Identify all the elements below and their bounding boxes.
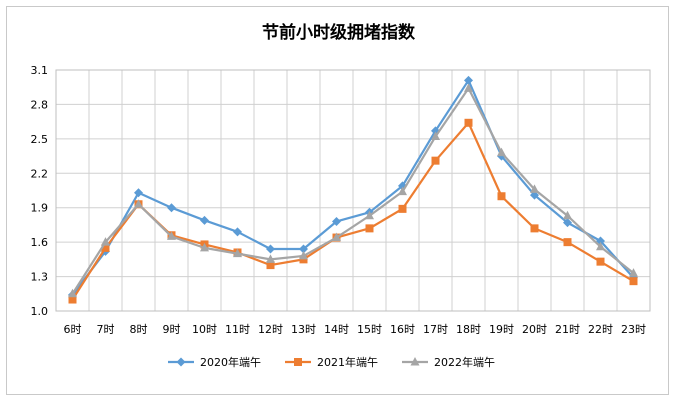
x-axis-ticks: 6时 7时 8时 9时 10时 11时 12时 13时 14时 15时 16时 17时 18时 19时 20… — [64, 323, 647, 336]
x-tick-label: 16时 — [390, 323, 415, 336]
chart-frame — [6, 6, 669, 395]
x-tick-label: 12时 — [258, 323, 283, 336]
y-tick-label: 3.1 — [31, 64, 49, 77]
plot-area-border — [55, 69, 651, 312]
legend-swatch-point — [176, 357, 186, 367]
legend-swatch-point — [410, 357, 420, 366]
series-3-line — [71, 87, 635, 295]
series-1-point — [233, 227, 242, 237]
series-2-point — [365, 224, 374, 233]
x-tick-label: 6时 — [64, 323, 82, 336]
series-2-point — [596, 257, 605, 266]
x-tick-label: 11时 — [225, 323, 250, 336]
series-2-point — [464, 118, 473, 127]
y-tick-label: 1.3 — [31, 271, 49, 284]
y-tick-label: 1.6 — [31, 236, 49, 249]
series-1-point — [167, 203, 176, 213]
y-axis-ticks: 1.0 1.3 1.6 1.9 2.2 2.5 2.8 3.1 — [31, 64, 49, 318]
x-tick-label: 22时 — [588, 323, 613, 336]
y-tick-label: 2.5 — [31, 133, 49, 146]
series-3-point — [167, 231, 176, 240]
series-3-point — [68, 288, 77, 298]
series-3-point — [365, 210, 374, 220]
series-3-point — [266, 254, 275, 263]
x-tick-label: 23时 — [621, 323, 646, 336]
series-1-point — [464, 75, 473, 85]
series-3-point — [101, 237, 110, 246]
series-1-point — [266, 244, 275, 254]
x-tick-label: 14时 — [324, 323, 349, 336]
series-3-point — [398, 186, 407, 196]
x-tick-label: 7时 — [97, 323, 115, 336]
legend-swatch-point — [294, 358, 302, 366]
x-tick-label: 19时 — [489, 323, 514, 336]
x-tick-label: 18时 — [456, 323, 481, 336]
series-3-point — [596, 241, 605, 251]
series-1-point — [299, 244, 308, 254]
y-tick-label: 1.9 — [31, 202, 49, 215]
series-2-point — [266, 261, 275, 270]
series-2-point — [530, 224, 539, 233]
legend: 2020年端午 2021年端午 2022年端午 — [168, 355, 495, 369]
grid-lines — [55, 69, 651, 312]
series-1-point — [332, 216, 341, 226]
series-3-point — [332, 232, 341, 242]
x-tick-label: 10时 — [192, 323, 217, 336]
x-tick-label: 9时 — [163, 323, 181, 336]
chart-title: 节前小时级拥堵指数 — [262, 23, 415, 43]
series-2-point — [497, 192, 506, 201]
series-3-point — [431, 131, 440, 141]
x-tick-label: 20时 — [522, 323, 547, 336]
legend-label: 2021年端午 — [317, 355, 378, 369]
series-3-point — [134, 199, 143, 208]
series-2-point — [398, 204, 407, 213]
series-2-point — [629, 277, 638, 286]
x-tick-label: 15时 — [357, 323, 382, 336]
x-tick-label: 13时 — [291, 323, 316, 336]
series-3-point — [233, 248, 242, 258]
y-tick-label: 1.0 — [31, 305, 49, 318]
series-2-point — [431, 156, 440, 165]
series-1-point — [563, 218, 572, 228]
series-3 — [68, 83, 638, 298]
series-2-point — [563, 238, 572, 247]
series-2-point — [68, 295, 77, 304]
legend-label: 2022年端午 — [434, 355, 495, 369]
series-1-line — [71, 79, 635, 296]
series-3-point — [464, 83, 473, 92]
series-1-point — [200, 215, 209, 225]
series-layer — [68, 75, 638, 304]
series-3-point — [629, 268, 638, 277]
legend-label: 2020年端午 — [200, 355, 261, 369]
series-2-point — [101, 243, 110, 252]
x-tick-label: 21时 — [555, 323, 580, 336]
x-tick-label: 8时 — [130, 323, 148, 336]
series-3-point — [563, 210, 572, 220]
y-tick-label: 2.8 — [31, 98, 49, 111]
y-tick-label: 2.2 — [31, 167, 49, 180]
series-3-point — [200, 242, 209, 252]
series-3-point — [299, 250, 308, 260]
series-1-point — [134, 188, 143, 198]
series-3-point — [530, 184, 539, 193]
series-3-point — [497, 147, 506, 157]
x-tick-label: 17时 — [423, 323, 448, 336]
